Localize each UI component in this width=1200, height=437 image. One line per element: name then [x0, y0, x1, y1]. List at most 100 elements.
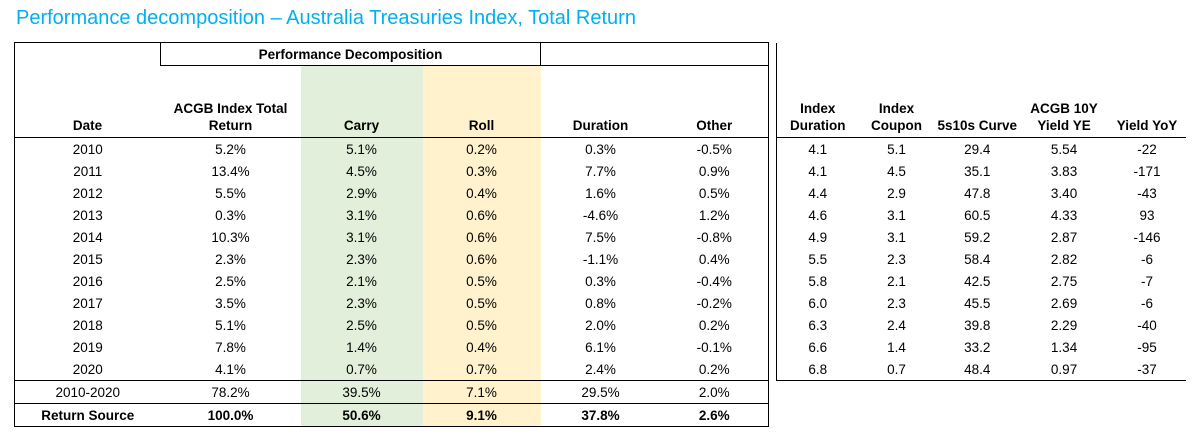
cell-index-coupon: 2.3	[887, 295, 906, 311]
cell-carry: 3.1%	[300, 226, 423, 248]
cell-index-duration: 4.1	[776, 160, 859, 182]
cell-duration: -4.6%	[582, 207, 619, 223]
cell-index-coupon: 5.1	[887, 141, 906, 157]
cell-yield-yoy: -146	[1133, 229, 1161, 245]
header-line: Yield YE	[1037, 118, 1091, 133]
cell-duration: 7.5%	[585, 229, 616, 245]
table-row: 2013 0.3% 3.1% 0.6% -4.6% 1.2% 4.6 3.1 6…	[14, 204, 1187, 226]
cell-duration: 37.8%	[540, 403, 661, 427]
group-header-spacer	[540, 42, 769, 66]
empty-cell	[777, 404, 1187, 427]
table-row: 2014 10.3% 3.1% 0.6% 7.5% -0.8% 4.9 3.1 …	[14, 226, 1187, 248]
header-line: Index	[800, 101, 836, 116]
cell-other: 0.4%	[660, 248, 769, 270]
cell-5s10s-curve: 58.4	[964, 251, 991, 267]
table-gap	[769, 404, 777, 427]
cell-roll: 0.6%	[422, 226, 541, 248]
cell-carry: 2.9%	[300, 182, 423, 204]
cell-carry: 2.3%	[300, 248, 423, 270]
cell-index-coupon: 1.4	[887, 339, 906, 355]
cell-roll: 0.6%	[422, 204, 541, 226]
cell-roll: 0.4%	[422, 336, 541, 358]
table-row: 2016 2.5% 2.1% 0.5% 0.3% -0.4% 5.8 2.1 4…	[14, 270, 1187, 292]
col-header-5s10s-curve: 5s10s Curve	[934, 42, 1021, 138]
page: Performance decomposition – Australia Tr…	[14, 7, 1187, 427]
header-line: Index	[878, 101, 915, 116]
cell-date: 2011	[14, 160, 161, 182]
cell-duration: 6.1%	[585, 339, 616, 355]
cell-index-duration: 4.9	[776, 226, 859, 248]
cell-duration: 29.5%	[540, 380, 661, 404]
cell-date: Return Source	[14, 403, 161, 427]
table-row: 2012 5.5% 2.9% 0.4% 1.6% 0.5% 4.4 2.9 47…	[14, 182, 1187, 204]
cell-total-return: 7.8%	[215, 339, 246, 355]
cell-yield-ye: 3.83	[1050, 163, 1078, 179]
header-line: Coupon	[871, 118, 922, 133]
group-header: Performance Decomposition	[160, 42, 541, 66]
page-title: Performance decomposition – Australia Tr…	[16, 7, 636, 29]
table-row: 2011 13.4% 4.5% 0.3% 7.7% 0.9% 4.1 4.5 3…	[14, 160, 1187, 182]
cell-total-return: 0.3%	[215, 207, 246, 223]
cell-yield-ye: 2.87	[1050, 229, 1078, 245]
cell-index-coupon: 3.1	[887, 207, 906, 223]
cell-yield-ye: 4.33	[1050, 207, 1078, 223]
col-header-date: Date	[14, 42, 161, 138]
cell-other: -0.2%	[660, 292, 769, 314]
cell-index-duration: 5.5	[776, 248, 859, 270]
header-line: ACGB Index Total	[173, 101, 288, 116]
cell-5s10s-curve: 45.5	[964, 295, 991, 311]
col-header-roll: Roll	[422, 65, 541, 138]
cell-duration: 7.7%	[585, 163, 616, 179]
table-gap	[769, 160, 777, 182]
col-header-other: Other	[660, 65, 769, 138]
cell-total-return: 100.0%	[160, 403, 301, 427]
cell-total-return: 5.2%	[215, 141, 246, 157]
summary-row-return-source: Return Source 100.0% 50.6% 9.1% 37.8% 2.…	[14, 403, 1187, 427]
cell-roll: 0.2%	[422, 137, 541, 160]
table-gap	[769, 248, 777, 270]
cell-yield-ye: 2.29	[1050, 317, 1078, 333]
cell-roll: 0.5%	[422, 314, 541, 336]
col-header-index-duration: Index Duration	[776, 42, 859, 138]
table-gap	[769, 138, 777, 161]
table-gap	[769, 292, 777, 314]
cell-other: 2.6%	[660, 403, 769, 427]
summary-row-total: 2010-2020 78.2% 39.5% 7.1% 29.5% 2.0%	[14, 380, 1187, 404]
empty-cell	[777, 381, 1187, 404]
cell-other: 0.5%	[660, 182, 769, 204]
cell-index-duration: 5.8	[776, 270, 859, 292]
cell-total-return: 13.4%	[211, 163, 250, 179]
cell-yield-yoy: -95	[1137, 339, 1157, 355]
cell-roll: 0.3%	[422, 160, 541, 182]
cell-roll: 0.5%	[422, 270, 541, 292]
cell-5s10s-curve: 39.8	[964, 317, 991, 333]
cell-date: 2013	[14, 204, 161, 226]
col-header-total-return: ACGB Index Total Return	[160, 65, 301, 138]
cell-total-return: 5.5%	[215, 185, 246, 201]
cell-5s10s-curve: 59.2	[964, 229, 991, 245]
cell-total-return: 2.3%	[215, 251, 246, 267]
cell-total-return: 4.1%	[160, 358, 301, 381]
cell-duration: -1.1%	[582, 251, 619, 267]
table-gap	[769, 204, 777, 226]
cell-yield-yoy: -40	[1137, 317, 1157, 333]
header-line: Duration	[790, 118, 846, 133]
cell-roll: 0.7%	[422, 358, 541, 381]
cell-index-duration: 6.6	[776, 336, 859, 358]
cell-other: -0.5%	[660, 137, 769, 160]
cell-date: 2015	[14, 248, 161, 270]
cell-carry: 1.4%	[300, 336, 423, 358]
table-row: 2010 5.2% 5.1% 0.2% 0.3% -0.5% 4.1 5.1 2…	[14, 137, 1187, 161]
cell-index-coupon: 3.1	[887, 229, 906, 245]
cell-yield-yoy: -6	[1141, 251, 1154, 267]
cell-duration: 0.3%	[585, 273, 616, 289]
cell-carry: 0.7%	[300, 358, 423, 381]
performance-table: Date Performance Decomposition Index Dur…	[14, 42, 1187, 427]
cell-index-coupon: 2.9	[887, 185, 906, 201]
cell-5s10s-curve: 42.5	[964, 273, 991, 289]
table-row: 2019 7.8% 1.4% 0.4% 6.1% -0.1% 6.6 1.4 3…	[14, 336, 1187, 358]
cell-carry: 39.5%	[300, 380, 423, 404]
table-row: 2018 5.1% 2.5% 0.5% 2.0% 0.2% 6.3 2.4 39…	[14, 314, 1187, 336]
table-row: 2020 4.1% 0.7% 0.7% 2.4% 0.2% 6.8 0.7 48…	[14, 358, 1187, 381]
cell-yield-ye: 2.69	[1050, 295, 1078, 311]
